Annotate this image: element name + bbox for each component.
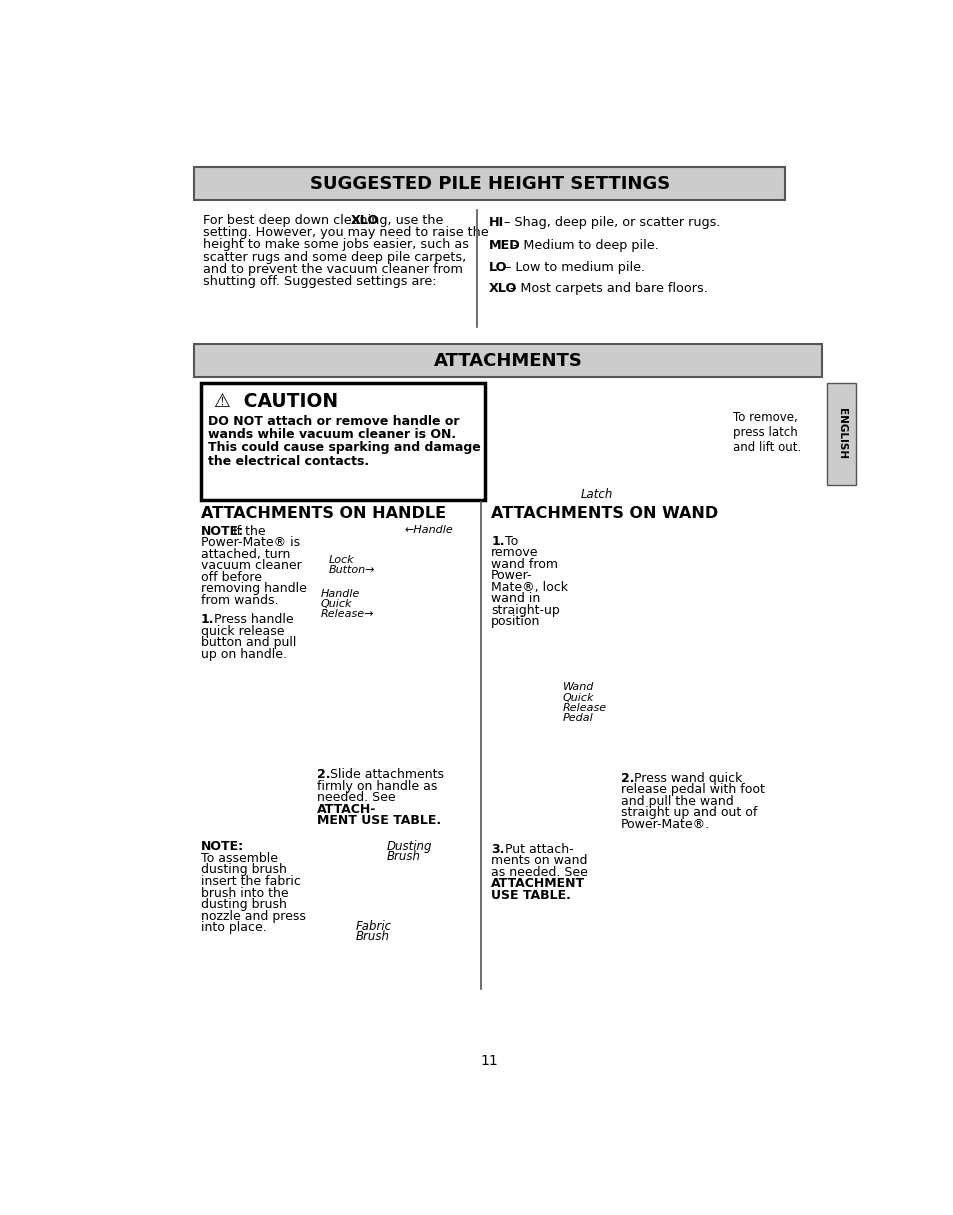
Text: position: position (491, 616, 540, 628)
Text: straight-up: straight-up (491, 604, 559, 617)
Text: ATTACHMENTS ON HANDLE: ATTACHMENTS ON HANDLE (200, 507, 445, 521)
Text: MED: MED (488, 239, 520, 252)
Text: If the: If the (229, 525, 266, 538)
Text: Dusting: Dusting (386, 841, 432, 853)
Text: up on handle.: up on handle. (200, 648, 286, 661)
Bar (826, 383, 856, 485)
Text: as needed. See: as needed. See (491, 866, 587, 878)
Text: ATTACHMENTS ON WAND: ATTACHMENTS ON WAND (491, 507, 718, 521)
Text: Press wand quick: Press wand quick (629, 772, 741, 785)
Text: ENGLISH: ENGLISH (836, 408, 845, 459)
Text: nozzle and press: nozzle and press (200, 910, 305, 922)
Text: 1.: 1. (491, 535, 504, 548)
Text: Press handle: Press handle (210, 614, 294, 626)
Text: firmly on handle as: firmly on handle as (316, 780, 436, 792)
Text: – Shag, deep pile, or scatter rugs.: – Shag, deep pile, or scatter rugs. (499, 216, 720, 228)
Text: from wands.: from wands. (200, 594, 278, 608)
Text: dusting brush: dusting brush (200, 898, 286, 911)
Text: height to make some jobs easier, such as: height to make some jobs easier, such as (203, 238, 469, 252)
Text: vacuum cleaner: vacuum cleaner (200, 559, 301, 572)
Text: Slide attachments: Slide attachments (326, 768, 444, 781)
Text: button and pull: button and pull (200, 637, 295, 649)
Bar (194, 345, 821, 377)
Text: Brush: Brush (355, 929, 389, 943)
Text: Handle: Handle (320, 588, 359, 599)
Text: This could cause sparking and damage: This could cause sparking and damage (208, 441, 480, 454)
Text: For best deep down cleaning, use the: For best deep down cleaning, use the (203, 214, 447, 226)
Text: Mate®, lock: Mate®, lock (491, 581, 568, 594)
Text: ments on wand: ments on wand (491, 854, 587, 868)
Text: – Low to medium pile.: – Low to medium pile. (500, 260, 644, 273)
Text: release pedal with foot: release pedal with foot (620, 784, 763, 796)
Text: Brush: Brush (386, 850, 420, 864)
Text: Quick: Quick (562, 693, 594, 702)
Text: NOTE:: NOTE: (200, 841, 244, 853)
Text: needed. See: needed. See (316, 791, 399, 804)
Text: and to prevent the vacuum cleaner from: and to prevent the vacuum cleaner from (203, 262, 462, 276)
Text: brush into the: brush into the (200, 887, 288, 899)
Text: shutting off. Suggested settings are:: shutting off. Suggested settings are: (203, 275, 436, 288)
Text: DO NOT attach or remove handle or: DO NOT attach or remove handle or (208, 416, 459, 429)
Text: – Medium to deep pile.: – Medium to deep pile. (509, 239, 659, 252)
Text: attached, turn: attached, turn (200, 548, 290, 561)
Bar (491, 383, 658, 487)
Text: LO: LO (488, 260, 507, 273)
Text: ATTACH-: ATTACH- (316, 803, 375, 815)
Text: USE TABLE.: USE TABLE. (491, 889, 571, 902)
Text: Wand: Wand (562, 683, 594, 693)
Text: HI: HI (488, 216, 503, 228)
Text: remove: remove (491, 547, 538, 559)
Bar (194, 168, 784, 199)
Text: 3.: 3. (491, 843, 504, 855)
Text: 2.: 2. (316, 768, 330, 781)
Text: SUGGESTED PILE HEIGHT SETTINGS: SUGGESTED PILE HEIGHT SETTINGS (310, 175, 669, 192)
Text: Put attach-: Put attach- (500, 843, 573, 855)
Text: scatter rugs and some deep pile carpets,: scatter rugs and some deep pile carpets, (203, 250, 466, 264)
Text: XLO: XLO (488, 282, 517, 295)
Text: NOTE:: NOTE: (200, 525, 244, 538)
Text: Release: Release (562, 702, 606, 712)
Text: Quick: Quick (320, 599, 352, 609)
Text: and pull the wand: and pull the wand (620, 795, 733, 808)
Text: To: To (500, 535, 517, 548)
Text: Release→: Release→ (320, 609, 374, 618)
Text: Fabric: Fabric (355, 920, 392, 933)
Text: Button→: Button→ (328, 565, 375, 576)
Text: To remove,
press latch
and lift out.: To remove, press latch and lift out. (732, 412, 801, 454)
Text: MENT USE TABLE.: MENT USE TABLE. (316, 814, 440, 827)
Text: XLO: XLO (351, 214, 378, 226)
Text: wand in: wand in (491, 593, 540, 605)
Bar (200, 383, 484, 501)
Text: Power-: Power- (491, 570, 532, 582)
Text: the electrical contacts.: the electrical contacts. (208, 454, 369, 468)
Text: Latch: Latch (579, 488, 612, 502)
Text: wands while vacuum cleaner is ON.: wands while vacuum cleaner is ON. (208, 429, 456, 441)
Text: 11: 11 (479, 1055, 497, 1068)
Text: wand from: wand from (491, 558, 558, 571)
Text: ATTACHMENT: ATTACHMENT (491, 877, 585, 891)
Text: dusting brush: dusting brush (200, 864, 286, 876)
Text: removing handle: removing handle (200, 582, 306, 595)
Text: setting. However, you may need to raise the: setting. However, you may need to raise … (203, 226, 488, 239)
Text: insert the fabric: insert the fabric (200, 875, 300, 888)
Text: Power-Mate®.: Power-Mate®. (620, 818, 709, 831)
Text: To assemble: To assemble (200, 852, 277, 865)
Text: quick release: quick release (200, 625, 284, 638)
Text: into place.: into place. (200, 921, 266, 934)
Text: ←Handle: ←Handle (404, 525, 453, 535)
Text: Power-Mate® is: Power-Mate® is (200, 536, 299, 549)
Text: ⚠  CAUTION: ⚠ CAUTION (213, 392, 337, 411)
Text: straight up and out of: straight up and out of (620, 807, 757, 819)
Text: 2.: 2. (620, 772, 634, 785)
Text: 1.: 1. (200, 614, 213, 626)
Text: Lock: Lock (328, 555, 354, 565)
Text: ATTACHMENTS: ATTACHMENTS (434, 351, 582, 369)
Text: Pedal: Pedal (562, 712, 593, 723)
Text: off before: off before (200, 571, 261, 584)
Text: – Most carpets and bare floors.: – Most carpets and bare floors. (505, 282, 707, 295)
